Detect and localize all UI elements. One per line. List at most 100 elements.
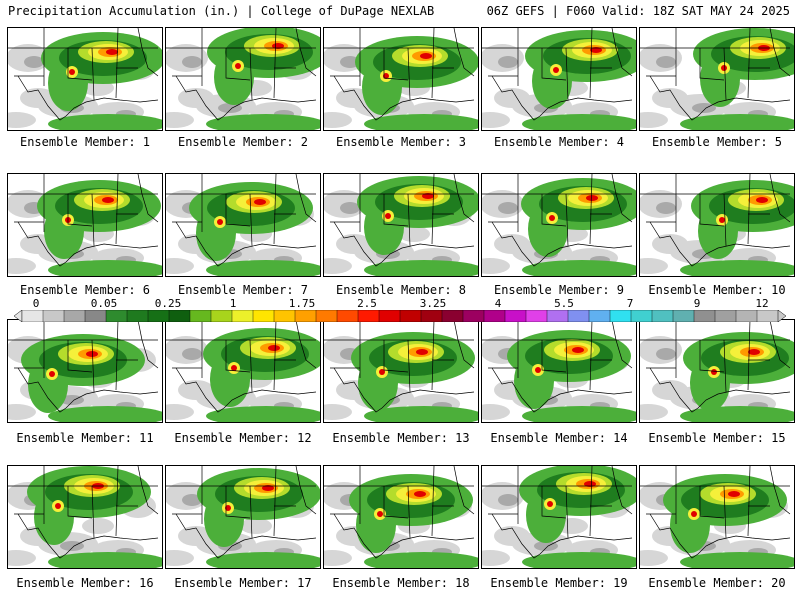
state-border [175, 221, 225, 267]
state-border [453, 28, 475, 77]
ensemble-member-label: Ensemble Member: 16 [16, 576, 154, 590]
max-precip-cell [385, 213, 391, 219]
colorbar-segment [567, 310, 590, 322]
max-precip-cell [225, 505, 231, 511]
state-border [223, 389, 317, 409]
state-border [697, 243, 791, 263]
state-border [541, 48, 567, 81]
light-precip-area [494, 526, 530, 546]
ensemble-member-label: Ensemble Member: 6 [19, 283, 151, 297]
ensemble-panel [323, 173, 479, 277]
state-border [699, 194, 725, 227]
state-border [333, 367, 383, 413]
colorbar-arrow-left [14, 310, 23, 322]
state-border [65, 97, 159, 117]
state-border [407, 339, 411, 393]
light-precip-area [324, 550, 352, 566]
colorbar-segment [399, 310, 422, 322]
max-precip-core [414, 491, 426, 497]
state-border [649, 513, 699, 559]
ensemble-panel [323, 27, 479, 131]
state-border [115, 320, 119, 391]
ensemble-member-label: Ensemble Member: 5 [651, 135, 783, 149]
state-border [407, 193, 411, 247]
colorbar-arrow-right [777, 310, 786, 322]
state-border [17, 221, 67, 267]
ensemble-panel [481, 465, 637, 569]
state-border [381, 535, 475, 555]
state-border [699, 340, 725, 373]
colorbar-segment [189, 310, 212, 322]
state-border [67, 48, 93, 81]
state-border [431, 466, 435, 537]
state-border [91, 47, 95, 101]
state-border [17, 75, 67, 121]
gulf-precip-band [48, 114, 162, 130]
light-precip-area [324, 404, 352, 420]
colorbar-tick-label: 0.05 [90, 297, 118, 310]
state-border [697, 97, 791, 117]
colorbar-tick-label: 7 [626, 297, 634, 310]
state-border [65, 535, 159, 555]
light-precip-area [340, 202, 360, 214]
light-precip-area [60, 541, 84, 551]
state-border [699, 48, 725, 81]
max-precip-core [102, 197, 114, 203]
colorbar-segment [42, 310, 65, 322]
max-precip-core [254, 199, 266, 205]
state-border [67, 486, 93, 519]
header-title: Precipitation Accumulation (in.) | Colle… [8, 4, 435, 18]
gulf-precip-band [364, 406, 478, 422]
gulf-precip-band [522, 114, 636, 130]
state-border [565, 193, 569, 247]
colorbar-tick-label: 0 [32, 297, 40, 310]
ensemble-panel [165, 465, 321, 569]
gulf-precip-band [680, 552, 794, 568]
state-border [137, 320, 159, 369]
ensemble-panel [639, 173, 795, 277]
light-precip-area [166, 112, 194, 128]
state-border [541, 340, 567, 373]
state-border [225, 48, 251, 81]
state-border [589, 28, 593, 99]
max-precip-core [268, 345, 280, 351]
state-border [249, 193, 253, 247]
state-border [747, 320, 751, 391]
max-precip-cell [549, 215, 555, 221]
state-border [769, 466, 791, 515]
max-precip-cell [553, 67, 559, 73]
light-precip-area [166, 550, 194, 566]
state-border [407, 485, 411, 539]
colorbar-tick-label: 0.25 [154, 297, 182, 310]
state-border [273, 174, 277, 245]
state-border [383, 486, 409, 519]
state-border [769, 174, 791, 223]
max-precip-core [422, 193, 434, 199]
colorbar-segment [693, 310, 716, 322]
ensemble-member-label: Ensemble Member: 13 [332, 431, 470, 445]
light-precip-area [182, 494, 202, 506]
colorbar-segment [294, 310, 317, 322]
max-precip-core [272, 43, 284, 49]
light-precip-area [482, 258, 510, 274]
state-border [589, 174, 593, 245]
light-precip-area [8, 112, 36, 128]
state-border [115, 174, 119, 245]
precip-map [324, 320, 478, 422]
max-precip-cell [235, 63, 241, 69]
colorbar-segment [63, 310, 86, 322]
gulf-precip-band [206, 552, 320, 568]
state-border [747, 466, 751, 537]
state-border [273, 28, 277, 99]
max-precip-cell [55, 503, 61, 509]
colorbar-tick-label: 1 [229, 297, 237, 310]
precip-map [8, 174, 162, 276]
colorbar-segment [84, 310, 107, 322]
ensemble-panel [7, 173, 163, 277]
colorbar-segment [651, 310, 674, 322]
ensemble-member-label: Ensemble Member: 10 [648, 283, 786, 297]
max-precip-cell [547, 501, 553, 507]
colorbar-segment [588, 310, 611, 322]
light-precip-area [498, 56, 518, 68]
state-border [137, 466, 159, 515]
